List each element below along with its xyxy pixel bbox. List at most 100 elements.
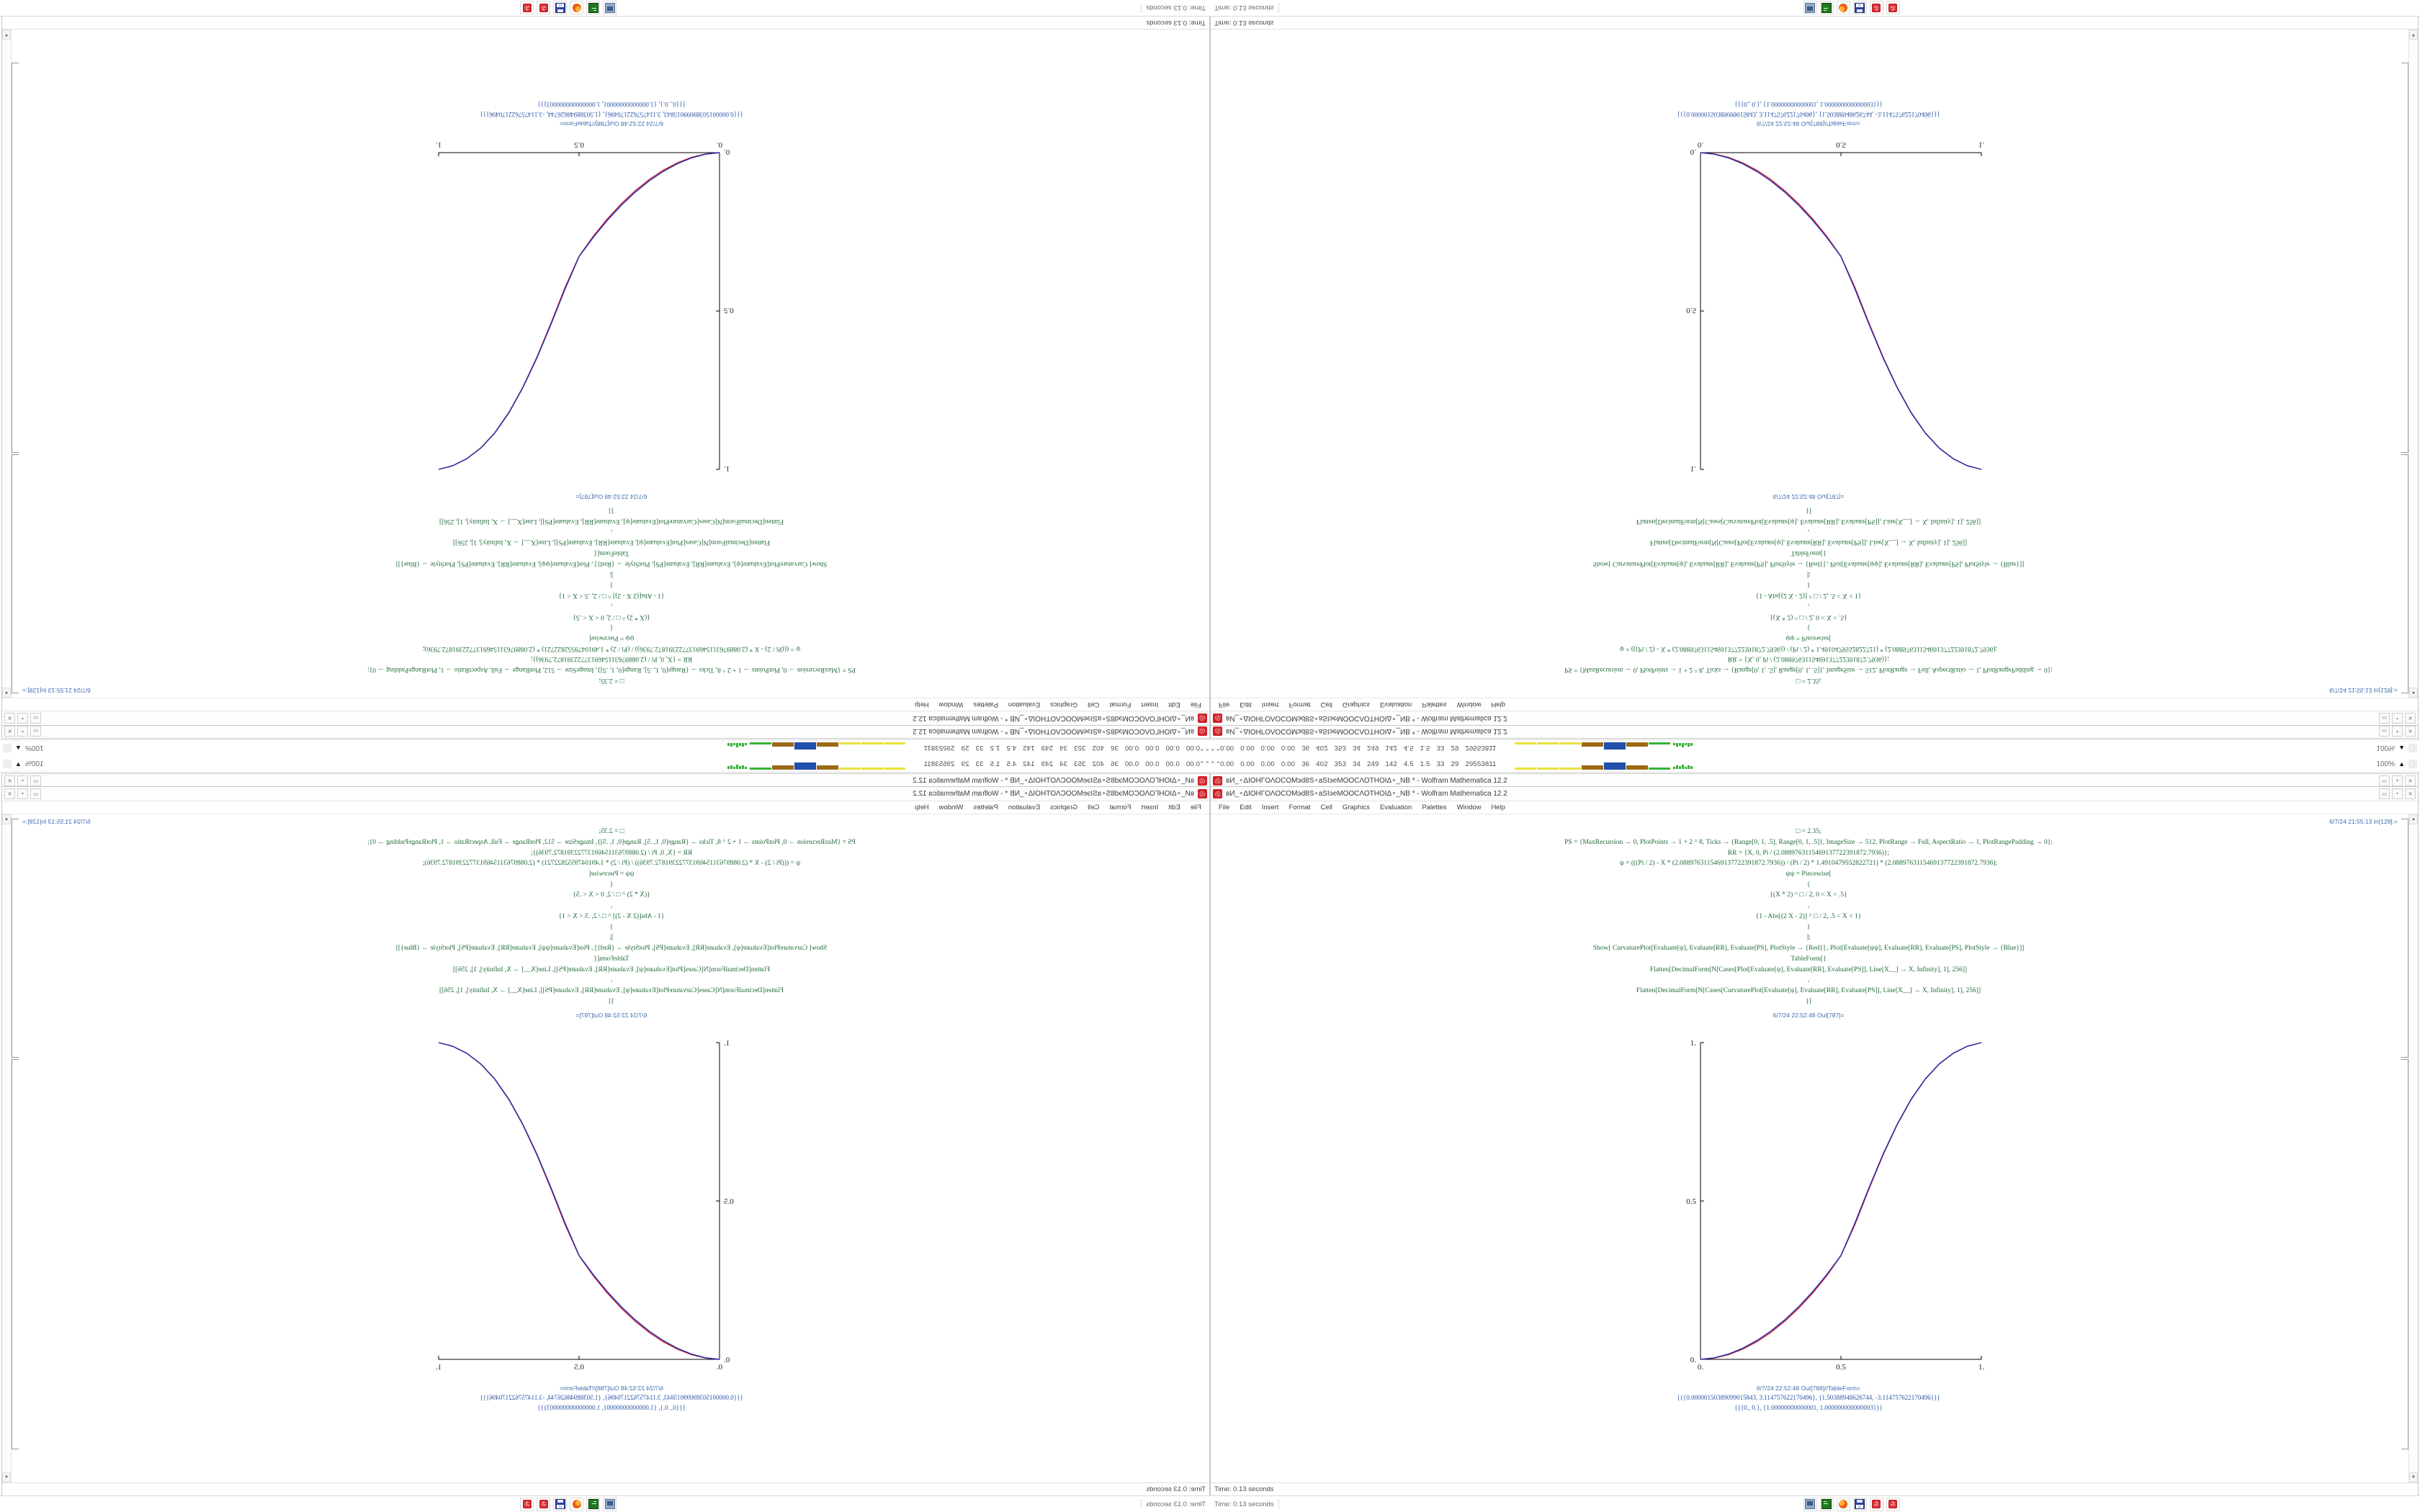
mathematica-notebook-window[interactable]: вИ_∘ΔΙΟΗΓΟΛΟCOMэd8S∘аSIэeΜΟΟCΛΟΤΗΟΙΔ∘_NB… (1, 16, 1210, 726)
menu-item-cell[interactable]: Cell (1320, 804, 1332, 811)
output-graphics-cell[interactable]: 6/7/24 22:52:48 Out[787]= 0. 0. 0.5 0.5 1. 1. (2, 131, 1209, 505)
floppy64-icon-button[interactable] (1852, 1497, 1867, 1511)
menu-item-graphics[interactable]: Graphics (1050, 701, 1078, 708)
firefox-icon-button[interactable] (1836, 1, 1850, 15)
close-button[interactable]: ✕ (2405, 775, 2416, 786)
mathematica-icon-button[interactable] (1869, 1, 1883, 15)
mathematica-icon-2-button[interactable] (520, 1, 534, 15)
code-line[interactable]: , (610, 902, 613, 910)
menu-item-palettes[interactable]: Palettes (973, 804, 998, 811)
code-line[interactable]: TableForm[{ (593, 549, 629, 557)
code-line[interactable]: ψ = (((Pi / 2) - X * (2.0889763115469137… (1619, 860, 1998, 868)
minimize-button[interactable]: ▭ (2379, 726, 2390, 737)
taskbar[interactable]: Time: 0.13 seconds (0, 0, 1210, 17)
maximize-button[interactable]: ▪ (2392, 713, 2403, 724)
desktop-unit[interactable]: ⌃⌃ 0.000.000.000.0036402353342491424.51.… (0, 756, 1210, 1512)
menu-bar[interactable]: File Edit Insert Format Cell Graphics Evaluati… (2, 801, 1209, 814)
terminal-icon-button[interactable] (1819, 1, 1834, 15)
code-line[interactable]: Show[ CurvaturePlot[Evaluate[ψ], Evaluat… (395, 559, 828, 567)
main-window-titlebar[interactable]: вИ_∘ΔΙΟΗΓΟΛΟCOMэd8S∘аSIэeΜΟΟCΛΟΤΗΟΙΔ∘_NB… (1211, 711, 2418, 725)
curvature-plot[interactable]: 0. 0. 0.5 0.5 1. 1. (1621, 131, 1996, 491)
minimize-button[interactable]: ▭ (30, 726, 41, 737)
floppy64-icon-button[interactable] (553, 1497, 568, 1511)
code-line[interactable]: , (610, 602, 613, 610)
code-line[interactable]: PS = {MaxRecursion → 0, PlotPoints → 1 +… (367, 838, 856, 846)
menu-bar[interactable]: File Edit Insert Format Cell Graphics Evaluati… (2, 698, 1209, 711)
menu-item-file[interactable]: File (1190, 804, 1201, 811)
input-cell-bracket[interactable] (12, 819, 19, 1058)
display-icon-button[interactable] (603, 1, 617, 15)
code-line[interactable]: PS = {MaxRecursion → 0, PlotPoints → 1 +… (367, 666, 856, 674)
menu-item-evaluation[interactable]: Evaluation (1008, 804, 1041, 811)
close-button[interactable]: ✕ (2405, 788, 2416, 799)
code-line[interactable]: PS = {MaxRecursion → 0, PlotPoints → 1 +… (1564, 838, 2053, 846)
output-table-cell[interactable]: 6/7/24 22:52:48 Out[788]//TableForm= {{{… (1211, 1381, 2418, 1413)
menu-item-format[interactable]: Format (1109, 701, 1131, 708)
menu-item-cell[interactable]: Cell (1088, 701, 1100, 708)
output-table-cell[interactable]: 6/7/24 22:52:48 Out[788]//TableForm= {{{… (1211, 99, 2418, 131)
code-line[interactable]: {(X * 2) ^ □ / 2, 0 < X < .5} (573, 891, 650, 899)
caret-up-icon[interactable]: ▲ (15, 760, 22, 768)
maximize-button[interactable]: ▪ (17, 775, 28, 786)
notebook-canvas[interactable]: ▲ ▼ 6/7/24 21:55:13 In[128]:= □ = 2.35; P… (1211, 30, 2418, 698)
notebook-canvas[interactable]: ▲ ▼ 6/7/24 21:55:13 In[128]:= □ = 2.35; P… (2, 814, 1209, 1482)
menu-item-evaluation[interactable]: Evaluation (1008, 701, 1041, 708)
firefox-icon-button[interactable] (1836, 1497, 1850, 1511)
caret-up-icon[interactable]: ▲ (2398, 744, 2405, 752)
menu-bar[interactable]: File Edit Insert Format Cell Graphics Evaluati… (1211, 698, 2418, 711)
menu-item-help[interactable]: Help (915, 804, 929, 811)
menu-item-palettes[interactable]: Palettes (1422, 701, 1447, 708)
maximize-button[interactable]: ▪ (17, 713, 28, 724)
code-line[interactable]: } (1806, 923, 1811, 931)
maximize-button[interactable]: ▪ (2392, 775, 2403, 786)
menu-item-cell[interactable]: Cell (1088, 804, 1100, 811)
code-line[interactable]: {1 - Abs[(2 X - 2)] ^ □ / 2, .5 < X < 1} (1755, 912, 1862, 920)
code-line[interactable]: ]; (1806, 570, 1811, 578)
menu-item-format[interactable]: Format (1289, 701, 1311, 708)
code-line[interactable]: }] (609, 997, 614, 1005)
code-line[interactable]: □ = 2.35; (1796, 676, 1821, 684)
code-line[interactable]: Flatten[DecimalForm[N[Cases[Plot[Evaluat… (1649, 539, 1968, 546)
code-line[interactable]: Flatten[DecimalForm[N[Cases[Plot[Evaluat… (452, 539, 771, 546)
floppy64-icon-button[interactable] (1852, 1, 1867, 15)
menu-item-format[interactable]: Format (1289, 804, 1311, 811)
tray-collapse-icon[interactable]: ⌃⌃ (1198, 760, 1210, 768)
code-line[interactable]: Show[ CurvaturePlot[Evaluate[ψ], Evaluat… (1592, 945, 2025, 953)
scroll-up-arrow-icon[interactable]: ▲ (2409, 688, 2418, 698)
code-line[interactable]: } (609, 923, 614, 931)
output-table-cell[interactable]: 6/7/24 22:52:48 Out[788]//TableForm= {{{… (2, 99, 1209, 131)
taskbar[interactable]: Time: 0.13 seconds (1210, 1495, 2420, 1512)
taskbar-buttons[interactable] (1803, 1, 1900, 15)
code-line[interactable]: } (609, 581, 614, 589)
mathematica-notebook-window[interactable]: вИ_∘ΔΙΟΗΓΟΛΟCOMэd8S∘аSIэeΜΟΟCΛΟΤΗΟΙΔ∘_NB… (1210, 16, 2419, 726)
menu-item-help[interactable]: Help (1491, 701, 1505, 708)
menu-item-help[interactable]: Help (1491, 804, 1505, 811)
curvature-plot[interactable]: 0. 0. 0.5 0.5 1. 1. (1621, 1021, 1996, 1381)
menu-item-cell[interactable]: Cell (1320, 701, 1332, 708)
background-window-titlebar[interactable]: вИ_∘ΔΙΟΗΓΟΛΟCOMэd8S∘аSIэeΜΟΟCΛΟΤΗΟΙΔ∘_NB… (1211, 724, 2418, 738)
scroll-down-arrow-icon[interactable]: ▼ (2, 30, 11, 40)
menu-item-window[interactable]: Window (1456, 701, 1482, 708)
code-line[interactable]: {1 - Abs[(2 X - 2)] ^ □ / 2, .5 < X < 1} (558, 912, 665, 920)
code-lines[interactable]: □ = 2.35; PS = {MaxRecursion → 0, PlotPoi… (19, 505, 1204, 685)
notebook-scrollbar[interactable]: ▲ ▼ (2, 30, 12, 698)
menu-item-graphics[interactable]: Graphics (1050, 804, 1078, 811)
background-notebook-window[interactable]: вИ_∘ΔΙΟΗΓΟΛΟCOMэd8S∘аSIэeΜΟΟCΛΟΤΗΟΙΔ∘_NB… (1, 773, 1210, 788)
output-graphics-cell[interactable]: 6/7/24 22:52:48 Out[787]= 0. 0. 0.5 0.5 1. 1. (1211, 131, 2418, 505)
close-button[interactable]: ✕ (4, 788, 15, 799)
main-window-titlebar[interactable]: вИ_∘ΔΙΟΗΓΟΛΟCOMэd8S∘аSIэeΜΟΟCΛΟΤΗΟΙΔ∘_NB… (2, 787, 1209, 801)
mathematica-notebook-window[interactable]: вИ_∘ΔΙΟΗΓΟΛΟCOMэd8S∘аSIэeΜΟΟCΛΟΤΗΟΙΔ∘_NB… (1210, 786, 2419, 1496)
tray-collapse-icon[interactable]: ⌃⌃ (1198, 744, 1210, 752)
code-line[interactable]: Show[ CurvaturePlot[Evaluate[ψ], Evaluat… (1592, 559, 2025, 567)
code-line[interactable]: ψ = (((Pi / 2) - X * (2.0889763115469137… (1619, 644, 1998, 652)
scroll-down-arrow-icon[interactable]: ▼ (2409, 1472, 2418, 1482)
notebook-canvas[interactable]: ▲ ▼ 6/7/24 21:55:13 In[128]:= □ = 2.35; P… (1211, 814, 2418, 1482)
maximize-button[interactable]: ▪ (17, 788, 28, 799)
menu-item-file[interactable]: File (1190, 701, 1201, 708)
tray-collapse-icon[interactable]: ⌃⌃ (1210, 744, 1222, 752)
close-button[interactable]: ✕ (4, 713, 15, 724)
minimize-button[interactable]: ▭ (2379, 788, 2390, 799)
code-line[interactable]: ψψ = Piecewise[ (1785, 634, 1832, 642)
menu-item-palettes[interactable]: Palettes (973, 701, 998, 708)
code-line[interactable]: TableForm[{ (1791, 955, 1827, 963)
